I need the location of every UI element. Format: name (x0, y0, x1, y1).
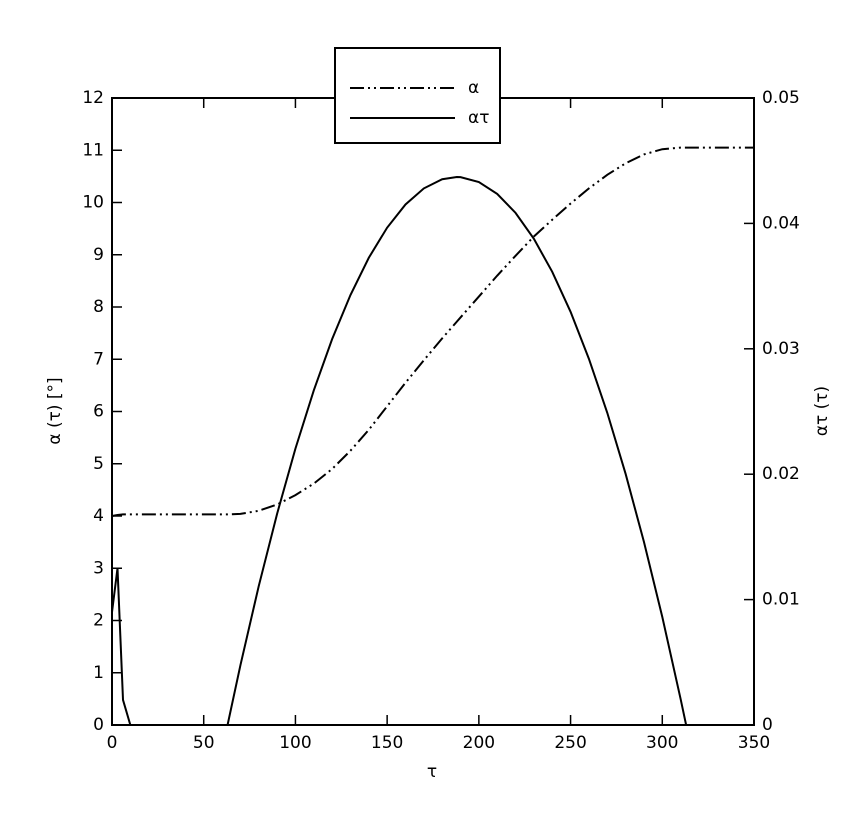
y2-tick-label: 0.05 (762, 88, 800, 108)
y2-tick-label: 0 (762, 715, 773, 735)
y2-tick-label: 0.02 (762, 464, 800, 484)
plot-frame (111, 97, 755, 726)
x-axis-label: τ (427, 762, 437, 782)
legend-label: ατ (468, 108, 489, 128)
y-tick-label: 12 (82, 88, 104, 108)
y-tick-label: 5 (93, 454, 104, 474)
x-tick-label: 100 (279, 733, 311, 753)
x-tick-label: 0 (107, 733, 118, 753)
y-tick-label: 0 (93, 715, 104, 735)
x-tick-label: 250 (554, 733, 586, 753)
y-tick-label: 11 (82, 140, 104, 160)
series-line (111, 175, 754, 726)
y-tick-label: 9 (93, 245, 104, 265)
y-tick-label: 4 (93, 506, 104, 526)
x-tick-label: 200 (463, 733, 495, 753)
x-tick-label: 150 (371, 733, 403, 753)
legend-box (334, 47, 501, 144)
y2-tick-label: 0.03 (762, 339, 800, 359)
x-tick-label: 300 (646, 733, 678, 753)
y2-axis-label: ατ (τ) (812, 386, 832, 436)
legend: α ατ (334, 47, 501, 144)
y-tick-label: 1 (93, 663, 104, 683)
y-tick-label: 8 (93, 297, 104, 317)
legend-label: α (468, 78, 479, 98)
x-tick-label: 350 (738, 733, 770, 753)
y-tick-label: 3 (93, 558, 104, 578)
x-tick-label: 50 (193, 733, 215, 753)
y2-tick-label: 0.01 (762, 590, 800, 610)
series-line (111, 146, 754, 517)
y2-tick-label: 0.04 (762, 213, 800, 233)
y-tick-label: 10 (82, 193, 104, 213)
y-tick-label: 6 (93, 402, 104, 422)
y-tick-label: 7 (93, 349, 104, 369)
y-axis-label: α (τ) [°] (45, 377, 65, 444)
y-tick-label: 2 (93, 611, 104, 631)
